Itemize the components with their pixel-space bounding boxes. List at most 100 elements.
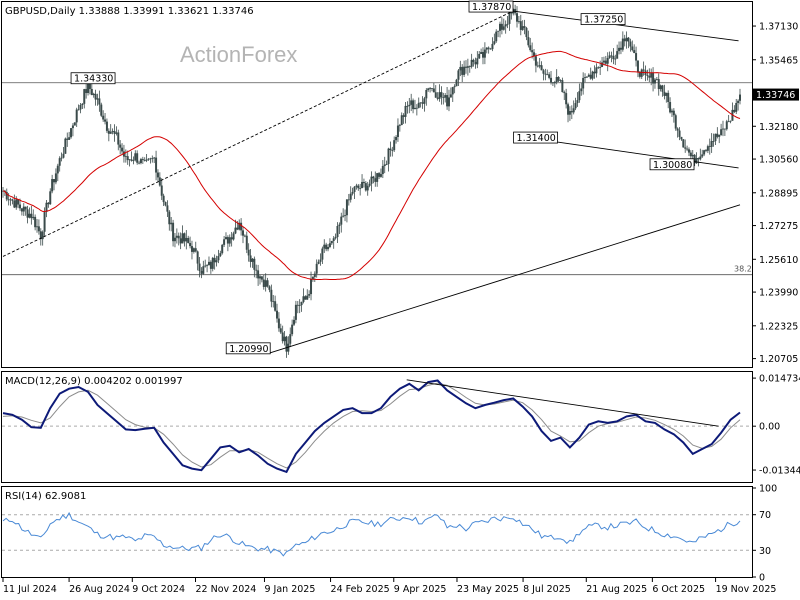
- candle-body: [638, 71, 641, 77]
- candle-body: [143, 159, 146, 161]
- rsi-tick-label: 100: [759, 484, 777, 495]
- candle-body: [601, 62, 604, 68]
- candle-body: [338, 224, 341, 227]
- candle-body: [655, 79, 658, 80]
- candle-body: [102, 115, 105, 120]
- macd-title: MACD(12,26,9) 0.004202 0.001997: [5, 376, 183, 387]
- price-annotation-label: 1.20990: [229, 344, 268, 355]
- rsi-title: RSI(14) 62.9081: [5, 491, 86, 502]
- candle-body: [432, 88, 435, 93]
- candle-body: [693, 154, 696, 164]
- candle-body: [461, 66, 464, 75]
- candle-body: [92, 93, 95, 96]
- candle-body: [653, 79, 656, 84]
- candle-body: [429, 88, 432, 89]
- candle-body: [727, 121, 730, 123]
- candle-body: [100, 104, 103, 116]
- candle-body: [578, 91, 581, 101]
- candle-body: [551, 82, 554, 84]
- candle-body: [516, 13, 519, 22]
- trendline: [557, 141, 739, 169]
- candle-body: [332, 238, 335, 242]
- candle-body: [228, 237, 231, 244]
- candle-body: [300, 301, 303, 306]
- candle-body: [315, 263, 318, 274]
- candle-body: [599, 67, 602, 68]
- candle-body: [139, 159, 142, 164]
- candle-body: [187, 237, 190, 244]
- candle-body: [669, 102, 672, 113]
- candle-body: [610, 55, 613, 57]
- candle-body: [466, 66, 469, 68]
- candle-body: [404, 105, 407, 117]
- candle-body: [134, 153, 137, 161]
- candle-body: [145, 159, 148, 161]
- candle-body: [294, 304, 297, 320]
- candle-body: [735, 102, 738, 112]
- candle-body: [85, 89, 88, 93]
- price-tick-label: 1.35465: [759, 55, 798, 66]
- candle-body: [629, 41, 632, 47]
- candle-body: [423, 98, 426, 104]
- candle-body: [614, 58, 617, 60]
- candle-body: [568, 111, 571, 115]
- candle-body: [619, 47, 622, 50]
- candle-body: [224, 237, 227, 240]
- candle-body: [68, 137, 71, 140]
- candle-body: [400, 115, 403, 126]
- candle-body: [310, 279, 313, 295]
- candle-body: [71, 125, 74, 129]
- candle-body: [325, 244, 328, 250]
- macd-signal-line: [2, 382, 741, 469]
- candle-body: [604, 60, 607, 64]
- candle-body: [241, 230, 244, 236]
- candle-body: [616, 51, 619, 59]
- candle-body: [376, 173, 379, 182]
- candle-body: [202, 266, 205, 274]
- candle-body: [115, 132, 118, 134]
- candle-body: [311, 276, 314, 280]
- candle-body: [296, 304, 299, 306]
- candle-body: [570, 111, 573, 113]
- candle-body: [623, 38, 626, 42]
- candle-body: [168, 211, 171, 225]
- fib-level-label: 38.2: [734, 265, 752, 274]
- candle-body: [9, 199, 12, 201]
- price-annotation-box: [225, 342, 271, 355]
- candle-body: [708, 146, 711, 147]
- candle-body: [396, 125, 399, 137]
- candle-body: [323, 244, 326, 249]
- candle-body: [387, 148, 390, 165]
- candle-body: [633, 50, 636, 54]
- candle-body: [625, 37, 628, 42]
- candle-body: [491, 43, 494, 50]
- candle-body: [175, 235, 178, 238]
- candle-body: [60, 157, 63, 159]
- candle-body: [587, 74, 590, 77]
- macd-tick-label: 0.014734: [759, 374, 800, 385]
- candle-body: [41, 231, 44, 240]
- candle-body: [121, 147, 124, 152]
- candle-body: [138, 162, 141, 164]
- macd-trendline: [406, 379, 719, 427]
- candle-body: [714, 133, 717, 142]
- candle-body: [500, 23, 503, 30]
- candle-body: [153, 157, 156, 159]
- candle-body: [226, 237, 229, 244]
- candle-body: [684, 147, 687, 149]
- candle-body: [459, 66, 462, 71]
- candle-body: [502, 26, 505, 30]
- candle-body: [232, 233, 235, 240]
- candle-body: [96, 98, 99, 100]
- candle-body: [104, 119, 107, 122]
- candle-body: [43, 212, 46, 232]
- candle-body: [238, 222, 241, 230]
- candle-body: [327, 246, 330, 250]
- candle-body: [141, 159, 144, 160]
- candle-body: [533, 52, 536, 57]
- candle-body: [198, 263, 201, 271]
- candle-body: [190, 246, 193, 252]
- candle-body: [355, 185, 358, 187]
- candle-body: [661, 85, 664, 92]
- candle-body: [361, 181, 364, 189]
